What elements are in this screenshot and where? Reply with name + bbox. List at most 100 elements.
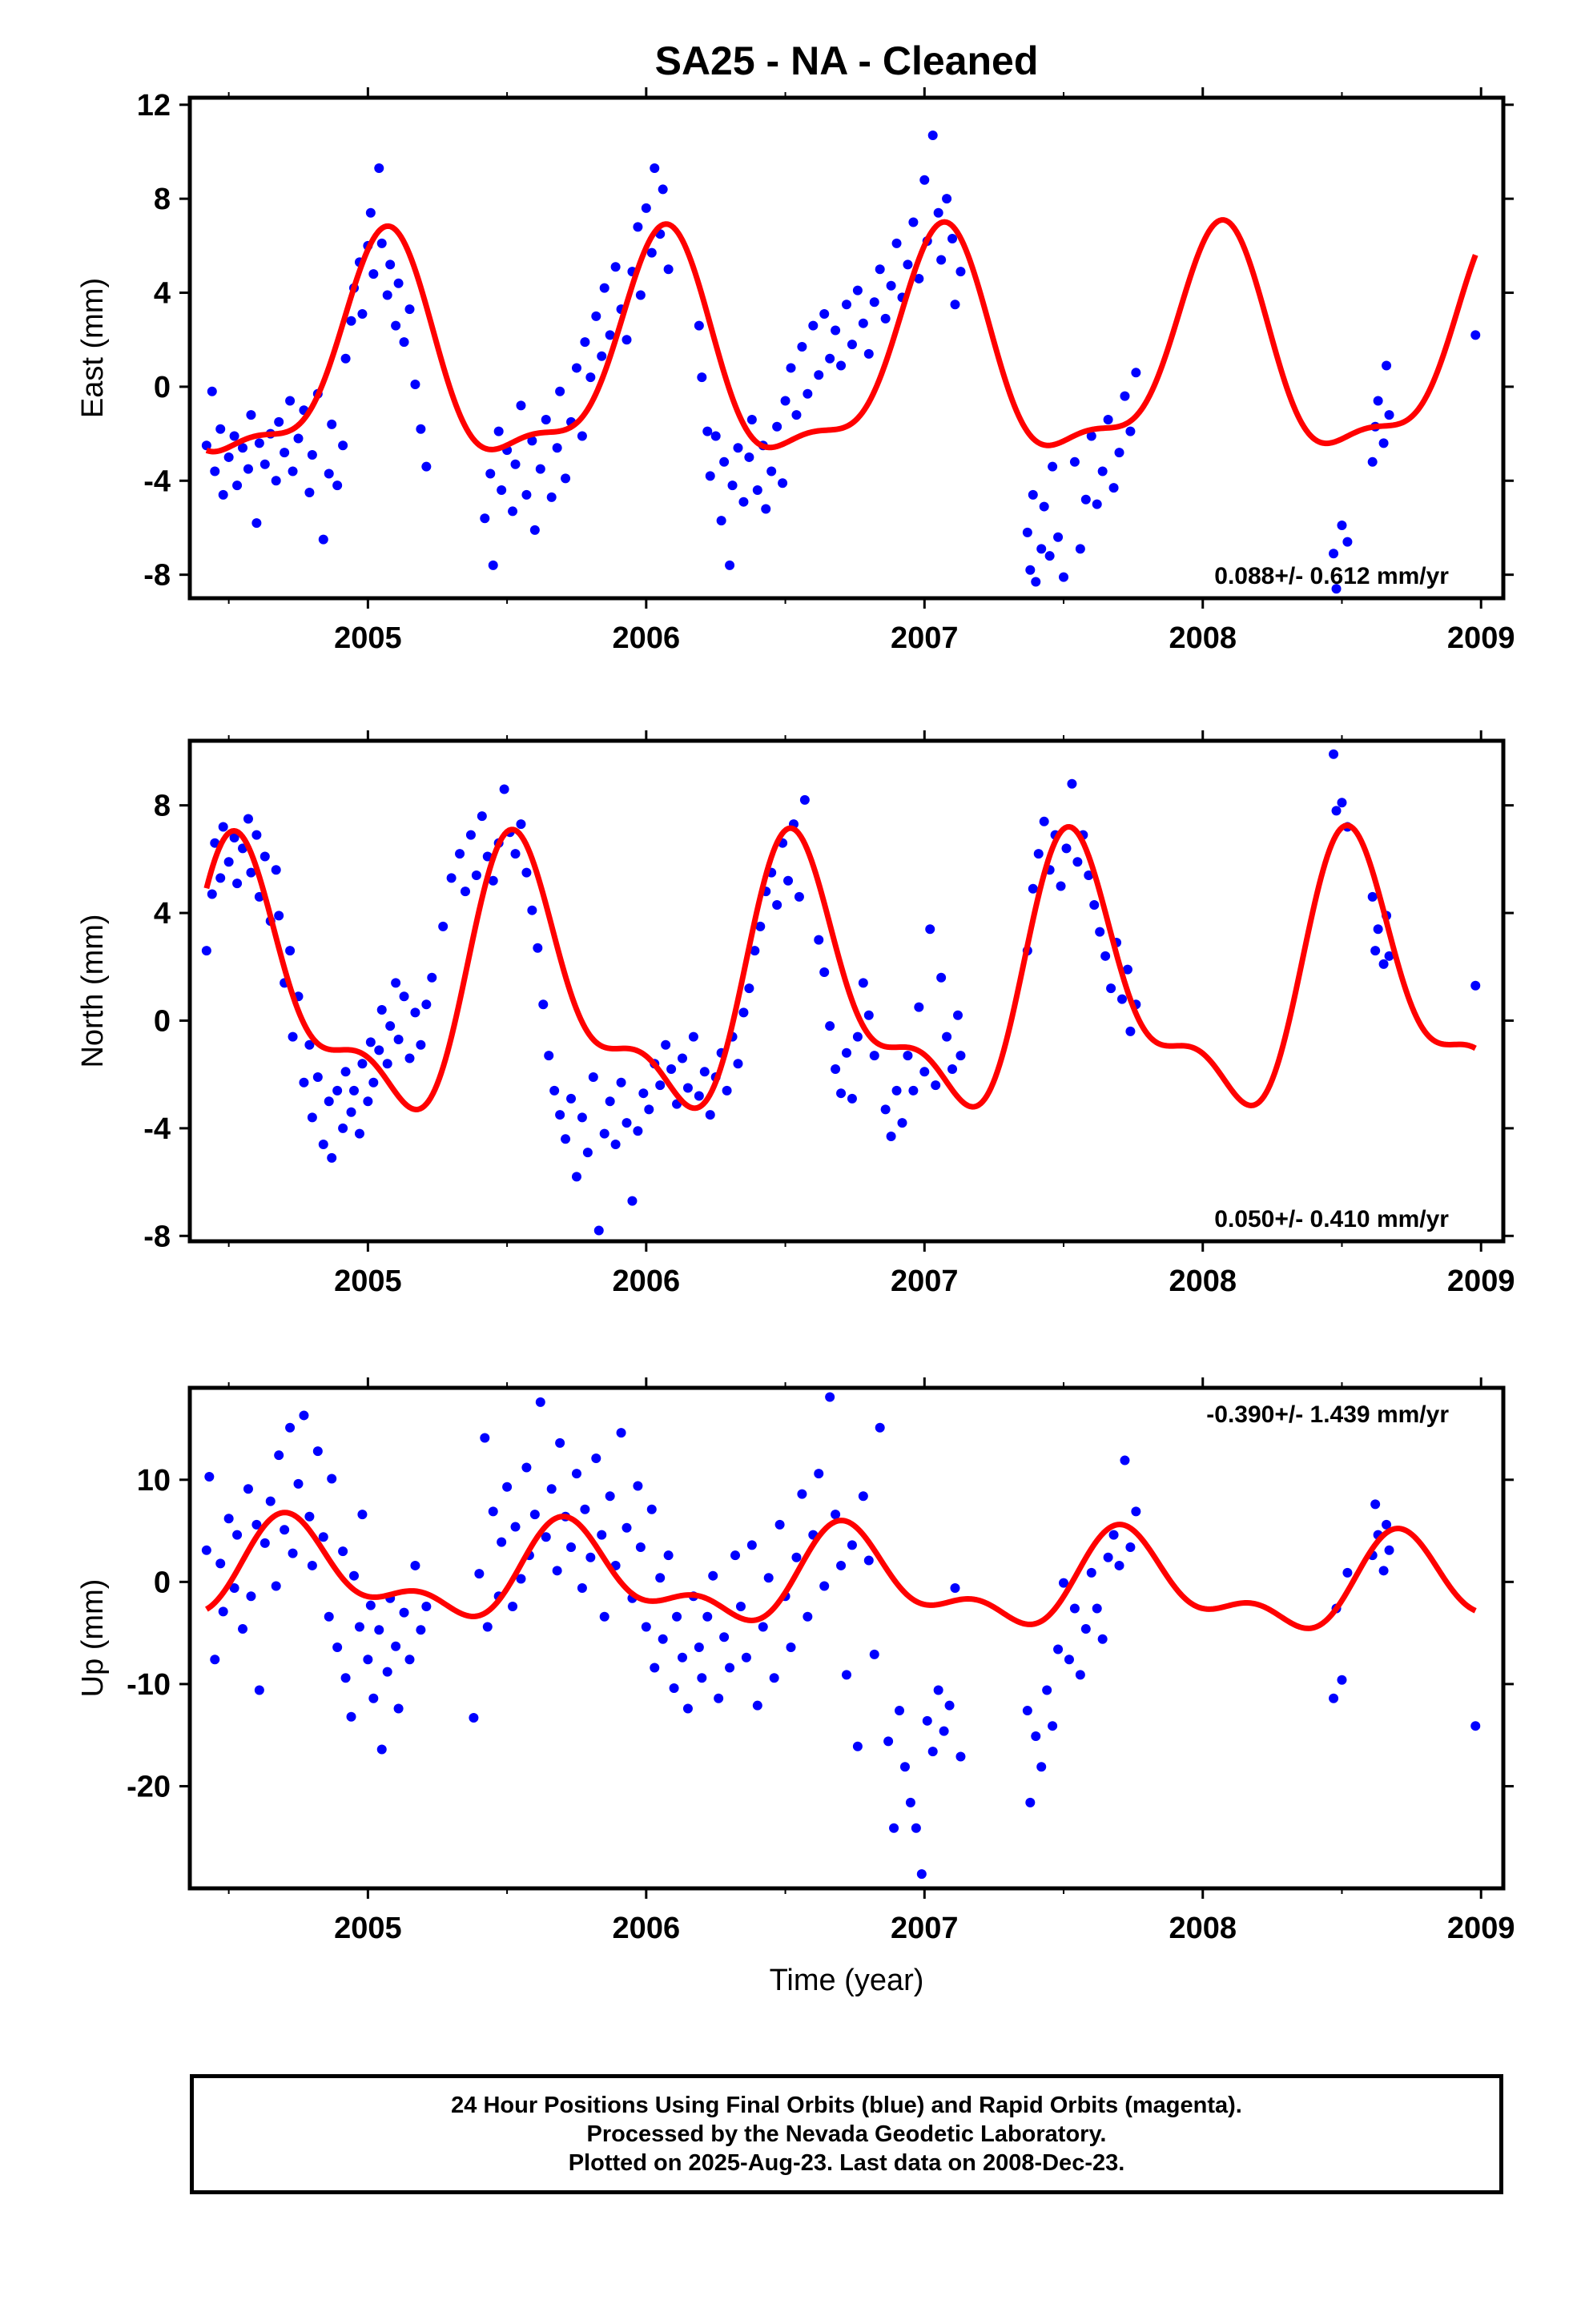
east-data-point — [1384, 410, 1394, 420]
north-data-point — [1470, 980, 1481, 991]
north-data-point — [521, 867, 532, 878]
up-data-point — [895, 1706, 905, 1716]
up-data-point — [1097, 1634, 1108, 1644]
east-data-point — [863, 348, 874, 359]
north-y-tick-label: 0 — [154, 1004, 171, 1038]
up-data-point — [1022, 1706, 1032, 1716]
up-data-point — [616, 1428, 626, 1438]
east-data-point — [1053, 532, 1064, 542]
up-data-point — [482, 1622, 493, 1632]
east-rate-label: 0.088+/- 0.612 mm/yr — [1214, 563, 1449, 589]
up-data-point — [1031, 1731, 1041, 1741]
north-data-point — [1106, 983, 1116, 994]
east-data-point — [254, 438, 264, 448]
east-data-point — [246, 410, 256, 420]
east-data-point — [1092, 499, 1102, 509]
up-data-point — [577, 1583, 587, 1593]
up-data-point — [340, 1673, 351, 1683]
up-x-tick-label: 2008 — [1169, 1912, 1237, 1945]
up-data-point — [641, 1622, 651, 1632]
up-fit-curve — [204, 1510, 1477, 1631]
east-data-point — [338, 440, 348, 451]
north-data-point — [1384, 951, 1394, 961]
east-data-point — [280, 448, 290, 458]
east-data-point — [803, 388, 813, 399]
up-data-point — [349, 1570, 359, 1581]
north-data-point — [1028, 883, 1038, 894]
east-data-point — [229, 431, 239, 441]
north-data-point — [555, 1110, 565, 1120]
up-data-point — [605, 1491, 615, 1502]
north-data-point — [842, 1047, 851, 1058]
up-data-point — [819, 1581, 830, 1591]
east-data-point — [761, 504, 771, 514]
east-data-point — [238, 443, 248, 453]
north-data-point — [561, 1134, 571, 1144]
east-data-point — [858, 318, 868, 328]
east-data-point — [914, 273, 924, 283]
up-data-point — [580, 1504, 590, 1514]
east-data-point — [201, 440, 211, 451]
east-data-point — [842, 300, 851, 310]
north-data-point — [368, 1077, 379, 1088]
north-data-point — [324, 1096, 334, 1107]
up-data-point — [555, 1437, 565, 1448]
up-data-point — [529, 1510, 540, 1520]
east-data-point — [766, 466, 777, 476]
east-data-point — [510, 459, 521, 469]
east-data-point — [1331, 584, 1342, 594]
east-data-point — [561, 473, 571, 484]
north-panel: 2005 2006 2007 2008 2009 -8 -4 0 4 8 North (mm) 0.0… — [76, 730, 1515, 1298]
up-data-point — [650, 1663, 660, 1673]
east-data-point — [416, 424, 426, 434]
east-data-point — [808, 320, 819, 331]
up-data-point — [655, 1573, 666, 1583]
north-data-point — [644, 1104, 654, 1115]
north-data-point — [312, 1072, 323, 1083]
up-data-point — [591, 1454, 601, 1464]
north-data-point — [891, 1085, 902, 1096]
east-data-point — [571, 363, 581, 373]
east-y-tick-label: -8 — [143, 559, 171, 593]
north-data-point — [610, 1140, 621, 1150]
east-data-point — [365, 207, 376, 218]
north-data-point — [357, 1059, 368, 1069]
east-data-point — [716, 516, 726, 526]
north-data-point — [365, 1037, 376, 1047]
up-data-point — [1470, 1721, 1481, 1731]
east-data-point — [635, 290, 646, 300]
north-data-point — [223, 857, 234, 867]
east-data-point — [658, 184, 668, 195]
east-data-point — [955, 267, 966, 277]
up-data-point — [869, 1649, 879, 1659]
up-data-point — [229, 1583, 239, 1593]
up-data-point — [566, 1542, 577, 1552]
east-data-point — [847, 340, 857, 350]
north-data-point — [688, 1031, 698, 1042]
up-data-point — [905, 1797, 915, 1807]
up-data-point — [774, 1519, 785, 1530]
north-data-point — [705, 1110, 715, 1120]
north-data-point — [1125, 1026, 1136, 1036]
up-plot-frame — [187, 1385, 1506, 1891]
north-data-point — [1116, 994, 1127, 1004]
north-data-point — [1329, 749, 1339, 759]
east-data-point — [1378, 438, 1389, 448]
up-data-point — [825, 1392, 835, 1402]
north-y-tick-label: 4 — [154, 897, 171, 931]
x-axis-label: Time (year) — [770, 1964, 924, 1997]
north-data-point — [477, 811, 487, 822]
up-data-point — [852, 1741, 863, 1751]
up-data-point — [1042, 1685, 1052, 1695]
east-data-point — [346, 316, 356, 326]
north-data-point — [399, 991, 409, 1002]
north-data-point — [499, 784, 509, 794]
north-data-point — [318, 1140, 328, 1150]
east-data-point — [357, 308, 368, 319]
up-data-point — [1337, 1675, 1347, 1685]
up-data-point — [201, 1545, 211, 1555]
east-data-point — [725, 560, 735, 570]
up-data-point — [1103, 1552, 1113, 1562]
east-data-point — [285, 396, 296, 406]
north-data-point — [566, 1093, 577, 1104]
